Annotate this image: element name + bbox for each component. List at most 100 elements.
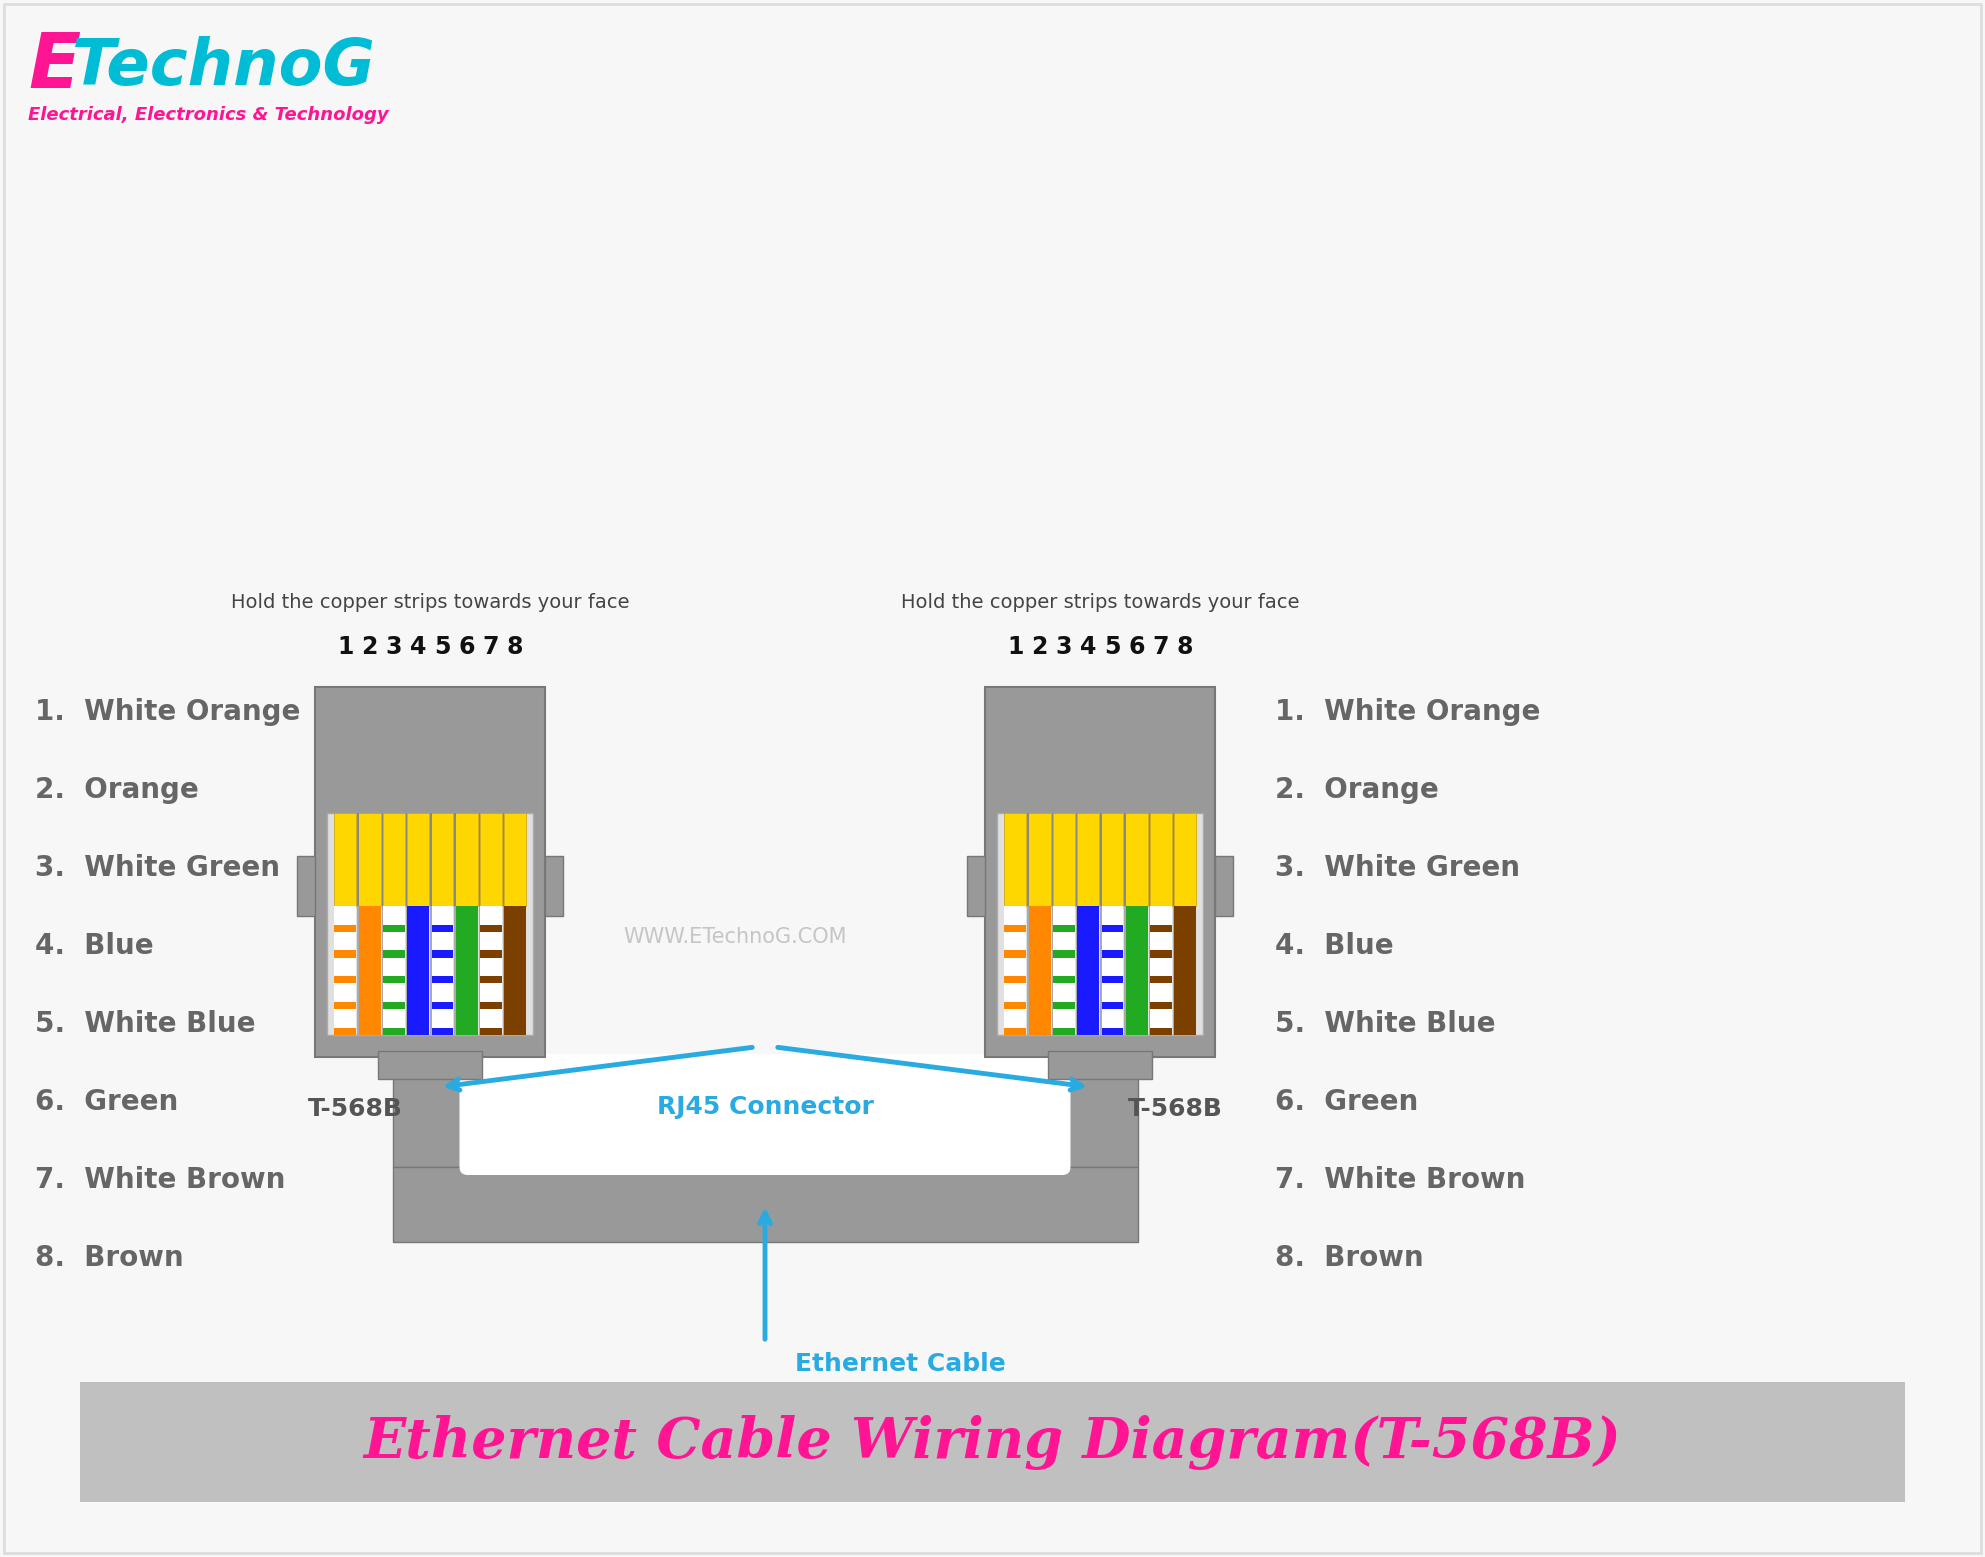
- Bar: [357, 813, 381, 906]
- Bar: [1004, 813, 1026, 906]
- Bar: [1149, 813, 1171, 906]
- Text: 1: 1: [1006, 635, 1024, 659]
- Text: 8: 8: [506, 635, 524, 659]
- Bar: [1076, 813, 1100, 906]
- Text: Ethernet Cable: Ethernet Cable: [796, 1351, 1006, 1376]
- Bar: [480, 1028, 502, 1035]
- Text: 8.  Brown: 8. Brown: [36, 1244, 185, 1272]
- Bar: [1102, 976, 1124, 984]
- Text: 3: 3: [1056, 635, 1072, 659]
- Bar: [1125, 906, 1147, 1035]
- Bar: [333, 1003, 355, 1009]
- Bar: [431, 925, 453, 931]
- Bar: [1048, 1051, 1151, 1079]
- Bar: [1052, 950, 1074, 958]
- Bar: [333, 976, 355, 984]
- Bar: [1102, 813, 1124, 906]
- Bar: [333, 906, 355, 1035]
- Bar: [480, 925, 502, 931]
- Text: 6: 6: [1127, 635, 1145, 659]
- Bar: [1052, 925, 1074, 931]
- Text: 7: 7: [1153, 635, 1169, 659]
- Bar: [357, 906, 381, 1035]
- Text: T-568B: T-568B: [308, 1098, 403, 1121]
- Bar: [333, 813, 355, 906]
- Text: 6.  Green: 6. Green: [36, 1088, 179, 1116]
- Bar: [1149, 1003, 1171, 1009]
- Bar: [431, 950, 453, 958]
- Bar: [379, 1051, 482, 1079]
- Text: TechnoG: TechnoG: [71, 36, 375, 98]
- Bar: [431, 1028, 453, 1035]
- Bar: [383, 1003, 405, 1009]
- Bar: [1004, 950, 1026, 958]
- Text: Ethernet Cable Wiring Diagram(T-568B): Ethernet Cable Wiring Diagram(T-568B): [363, 1414, 1622, 1470]
- Bar: [480, 906, 502, 1035]
- Bar: [480, 813, 502, 906]
- Bar: [1102, 906, 1124, 1035]
- Text: 1.  White Orange: 1. White Orange: [36, 698, 300, 726]
- Bar: [1102, 1028, 1124, 1035]
- Bar: [1173, 813, 1197, 906]
- Bar: [407, 906, 429, 1035]
- Bar: [1173, 906, 1197, 1035]
- Text: 7.  White Brown: 7. White Brown: [36, 1166, 286, 1194]
- Bar: [431, 813, 453, 906]
- Bar: [383, 1028, 405, 1035]
- Bar: [1215, 856, 1233, 917]
- Bar: [393, 1168, 1137, 1242]
- Text: 8: 8: [1177, 635, 1193, 659]
- Bar: [1149, 925, 1171, 931]
- Bar: [333, 1028, 355, 1035]
- Bar: [985, 687, 1215, 1057]
- Bar: [1052, 813, 1074, 906]
- Text: 4: 4: [1080, 635, 1096, 659]
- Bar: [1028, 906, 1050, 1035]
- Bar: [1149, 1028, 1171, 1035]
- Bar: [996, 813, 1203, 1035]
- Bar: [967, 856, 985, 917]
- Bar: [1052, 976, 1074, 984]
- Text: 5.  White Blue: 5. White Blue: [1274, 1010, 1495, 1039]
- Text: 3: 3: [385, 635, 401, 659]
- Bar: [333, 925, 355, 931]
- Bar: [1102, 925, 1124, 931]
- Text: RJ45 Connector: RJ45 Connector: [657, 1095, 873, 1119]
- Text: E: E: [28, 30, 79, 104]
- Bar: [1052, 906, 1074, 1035]
- Bar: [316, 687, 546, 1057]
- Bar: [480, 1003, 502, 1009]
- Text: 8.  Brown: 8. Brown: [1274, 1244, 1423, 1272]
- Text: 4: 4: [409, 635, 427, 659]
- Text: 6: 6: [459, 635, 474, 659]
- Bar: [393, 1057, 468, 1168]
- Text: 4.  Blue: 4. Blue: [36, 933, 153, 961]
- Text: 5.  White Blue: 5. White Blue: [36, 1010, 256, 1039]
- Bar: [1102, 1003, 1124, 1009]
- Text: WWW.ETechnoG.COM: WWW.ETechnoG.COM: [623, 926, 848, 947]
- Bar: [1149, 950, 1171, 958]
- Text: 2.  Orange: 2. Orange: [1274, 775, 1439, 803]
- Bar: [1004, 925, 1026, 931]
- Bar: [383, 950, 405, 958]
- Bar: [468, 1057, 1062, 1168]
- Bar: [1149, 906, 1171, 1035]
- Bar: [431, 976, 453, 984]
- Bar: [1125, 813, 1147, 906]
- Text: 2: 2: [361, 635, 377, 659]
- Text: 6.  Green: 6. Green: [1274, 1088, 1417, 1116]
- Bar: [504, 813, 526, 906]
- Bar: [1004, 976, 1026, 984]
- Bar: [383, 813, 405, 906]
- Bar: [1149, 976, 1171, 984]
- Bar: [383, 906, 405, 1035]
- Bar: [546, 856, 564, 917]
- Bar: [407, 813, 429, 906]
- Text: 2.  Orange: 2. Orange: [36, 775, 198, 803]
- Text: 1.  White Orange: 1. White Orange: [1274, 698, 1540, 726]
- Text: 2: 2: [1030, 635, 1048, 659]
- Text: 1: 1: [337, 635, 353, 659]
- Bar: [455, 906, 478, 1035]
- Text: T-568B: T-568B: [1127, 1098, 1223, 1121]
- Text: 7: 7: [482, 635, 498, 659]
